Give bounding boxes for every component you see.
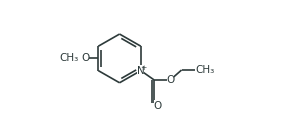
Bar xyxy=(154,100,161,112)
Bar xyxy=(137,65,144,77)
Text: O: O xyxy=(82,53,90,63)
Text: +: + xyxy=(141,65,147,71)
Text: O: O xyxy=(166,75,174,85)
Text: N: N xyxy=(137,66,145,76)
Text: CH₃: CH₃ xyxy=(59,53,78,63)
Text: CH₃: CH₃ xyxy=(195,65,215,75)
Text: O: O xyxy=(153,101,161,111)
Bar xyxy=(82,52,89,64)
Bar xyxy=(167,74,174,86)
